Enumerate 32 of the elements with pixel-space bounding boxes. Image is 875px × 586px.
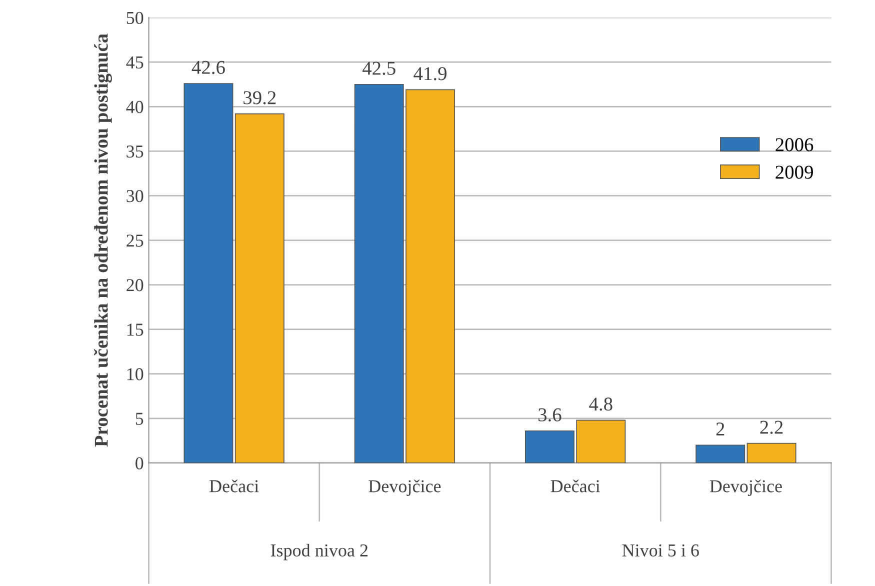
y-tick-label: 30 — [126, 190, 144, 202]
y-tick-label: 45 — [126, 56, 144, 69]
data-label: 42.6 — [192, 60, 225, 74]
y-tick-label: 50 — [126, 12, 144, 24]
text: Ispod nivoa 2 — [270, 544, 368, 560]
legend-label: 2006 — [776, 138, 814, 152]
data-label: 41.9 — [414, 67, 446, 80]
text: Nivoi 5 i 6 — [622, 544, 699, 557]
y-tick-label: 20 — [126, 279, 144, 292]
x-tick-label: Dečaci — [550, 480, 600, 492]
y-tick-label: 5 — [136, 412, 144, 425]
y-tick-label: 15 — [127, 324, 144, 336]
bar — [234, 113, 284, 463]
data-label: 2 — [716, 422, 724, 436]
legend-label: 2009 — [776, 166, 813, 179]
bar — [696, 444, 746, 463]
y-tick-label: 35 — [126, 145, 144, 158]
data-label: 4.8 — [589, 398, 612, 411]
x-tick-label: Devojčice — [710, 480, 782, 496]
data-label: 2.2 — [760, 420, 783, 434]
bar — [746, 442, 796, 463]
data-label: 39.2 — [244, 91, 276, 104]
x-tick-label: Devojčice — [368, 480, 441, 496]
data-label: 3.6 — [538, 408, 562, 422]
y-tick-label: 25 — [126, 234, 144, 247]
y-tick-label: 0 — [136, 457, 144, 470]
bar — [184, 83, 234, 463]
y-tick-label: 40 — [126, 100, 144, 114]
y-axis-title: Procenat učenika na određenom nivou postignuća — [94, 34, 112, 447]
y-tick-label: 10 — [127, 368, 144, 380]
x-tick-label: Dečaci — [210, 480, 259, 492]
data-label: 42.5 — [362, 62, 396, 75]
